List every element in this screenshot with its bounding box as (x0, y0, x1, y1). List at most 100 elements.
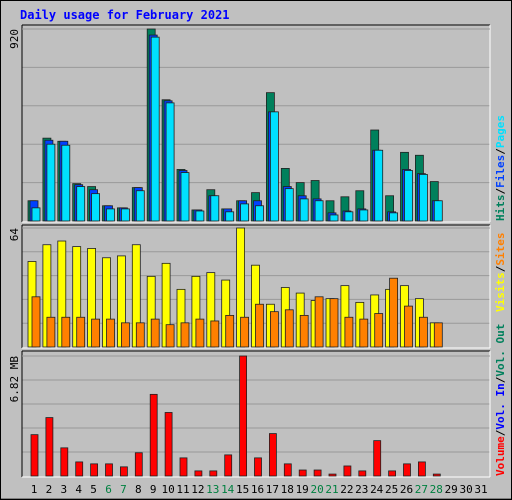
legend-entry: Hits (494, 195, 507, 222)
bar (403, 463, 411, 477)
bar (134, 452, 143, 477)
legend-separator: / (494, 376, 507, 383)
bar (165, 324, 175, 348)
bar (328, 473, 337, 477)
y-tick-label: 64 (8, 228, 21, 242)
x-tick-label: 11 (176, 483, 189, 496)
legend-entry: Files (494, 155, 507, 188)
bar (314, 200, 324, 222)
bar (269, 111, 279, 222)
bar (106, 208, 115, 222)
x-tick-label: 19 (296, 483, 309, 496)
bar (31, 296, 41, 348)
bar (374, 149, 384, 222)
bar (240, 316, 250, 348)
x-tick-label: 28 (430, 483, 443, 496)
bar (239, 355, 248, 477)
x-tick-label: 31 (474, 483, 487, 496)
bar (165, 102, 175, 222)
chart-title: Daily usage for February 2021 (20, 8, 230, 22)
bar (149, 393, 158, 477)
panel (22, 351, 490, 477)
legend: Visits/Sites (494, 233, 507, 313)
x-tick-label: 9 (150, 483, 157, 496)
bar (255, 303, 264, 348)
bar (417, 461, 426, 477)
x-tick-label: 23 (355, 483, 368, 496)
bar (268, 433, 277, 477)
bar (210, 195, 220, 222)
bar (76, 316, 86, 348)
bar (61, 144, 71, 222)
legend-separator: / (494, 188, 507, 195)
x-tick-label: 25 (385, 483, 398, 496)
y-tick-label: 920 (8, 29, 21, 49)
bar (284, 309, 294, 348)
x-tick-label: 27 (415, 483, 428, 496)
bar (314, 296, 324, 348)
legend-entry: Sites (494, 233, 507, 266)
legend-entry: Pages (494, 115, 507, 148)
x-tick-label: 13 (206, 483, 219, 496)
legend-entry: Vol. Out (494, 324, 507, 377)
bar (283, 463, 292, 477)
x-tick-label: 7 (120, 483, 127, 496)
legend-separator: / (494, 429, 507, 436)
bar (194, 470, 203, 477)
bar (343, 465, 352, 477)
bar (31, 207, 41, 222)
bar (135, 190, 145, 222)
bar (284, 188, 294, 222)
x-tick-label: 14 (221, 483, 235, 496)
bar (313, 469, 322, 477)
bar (404, 305, 413, 348)
bar (299, 198, 309, 222)
bar (358, 470, 367, 477)
bar (344, 211, 354, 222)
x-tick-label: 17 (266, 483, 279, 496)
bar (404, 170, 413, 222)
bar (373, 440, 382, 477)
bar (195, 318, 205, 348)
bar (210, 320, 220, 348)
x-tick-label: 18 (281, 483, 294, 496)
x-tick-label: 15 (236, 483, 249, 496)
x-tick-label: 16 (251, 483, 264, 496)
bar (225, 314, 235, 348)
x-tick-label: 20 (310, 483, 323, 496)
bar (150, 318, 160, 348)
bar (106, 318, 115, 348)
bar (120, 466, 128, 477)
x-tick-label: 5 (90, 483, 97, 496)
bar (209, 470, 218, 477)
bar (418, 174, 428, 222)
bar (121, 208, 130, 222)
bar (46, 143, 56, 222)
bar (433, 200, 443, 222)
bar (179, 457, 188, 477)
bar (432, 473, 441, 477)
x-tick-label: 30 (459, 483, 472, 496)
bar (164, 412, 173, 477)
bar (374, 313, 384, 348)
legend-separator: / (494, 148, 507, 155)
x-tick-label: 10 (161, 483, 174, 496)
bar (30, 434, 39, 477)
x-tick-label: 1 (31, 483, 38, 496)
bar (359, 209, 369, 222)
bar (45, 417, 54, 477)
bar (359, 318, 369, 348)
bar (433, 322, 443, 348)
bar (91, 193, 100, 222)
x-tick-label: 8 (135, 483, 142, 496)
bar (46, 316, 56, 348)
x-tick-label: 22 (340, 483, 353, 496)
x-tick-label: 21 (325, 483, 338, 496)
bar (269, 311, 279, 348)
bar (344, 316, 354, 348)
bar (240, 203, 250, 222)
bar (91, 318, 100, 348)
bar (75, 461, 84, 477)
x-tick-label: 24 (370, 483, 384, 496)
